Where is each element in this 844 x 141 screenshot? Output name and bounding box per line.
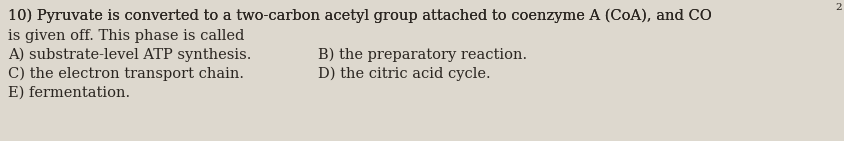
Text: C) the electron transport chain.: C) the electron transport chain. (8, 67, 244, 81)
Text: D) the citric acid cycle.: D) the citric acid cycle. (318, 67, 490, 81)
Text: 10) Pyruvate is converted to a two-carbon acetyl group attached to coenzyme A (C: 10) Pyruvate is converted to a two-carbo… (8, 9, 711, 23)
Text: 2: 2 (835, 3, 841, 12)
Text: E) fermentation.: E) fermentation. (8, 86, 130, 100)
Text: 10) Pyruvate is converted to a two-carbon acetyl group attached to coenzyme A (C: 10) Pyruvate is converted to a two-carbo… (8, 9, 711, 23)
Text: is given off. This phase is called: is given off. This phase is called (8, 29, 245, 43)
Text: B) the preparatory reaction.: B) the preparatory reaction. (318, 48, 528, 62)
Text: A) substrate-level ATP synthesis.: A) substrate-level ATP synthesis. (8, 48, 252, 62)
